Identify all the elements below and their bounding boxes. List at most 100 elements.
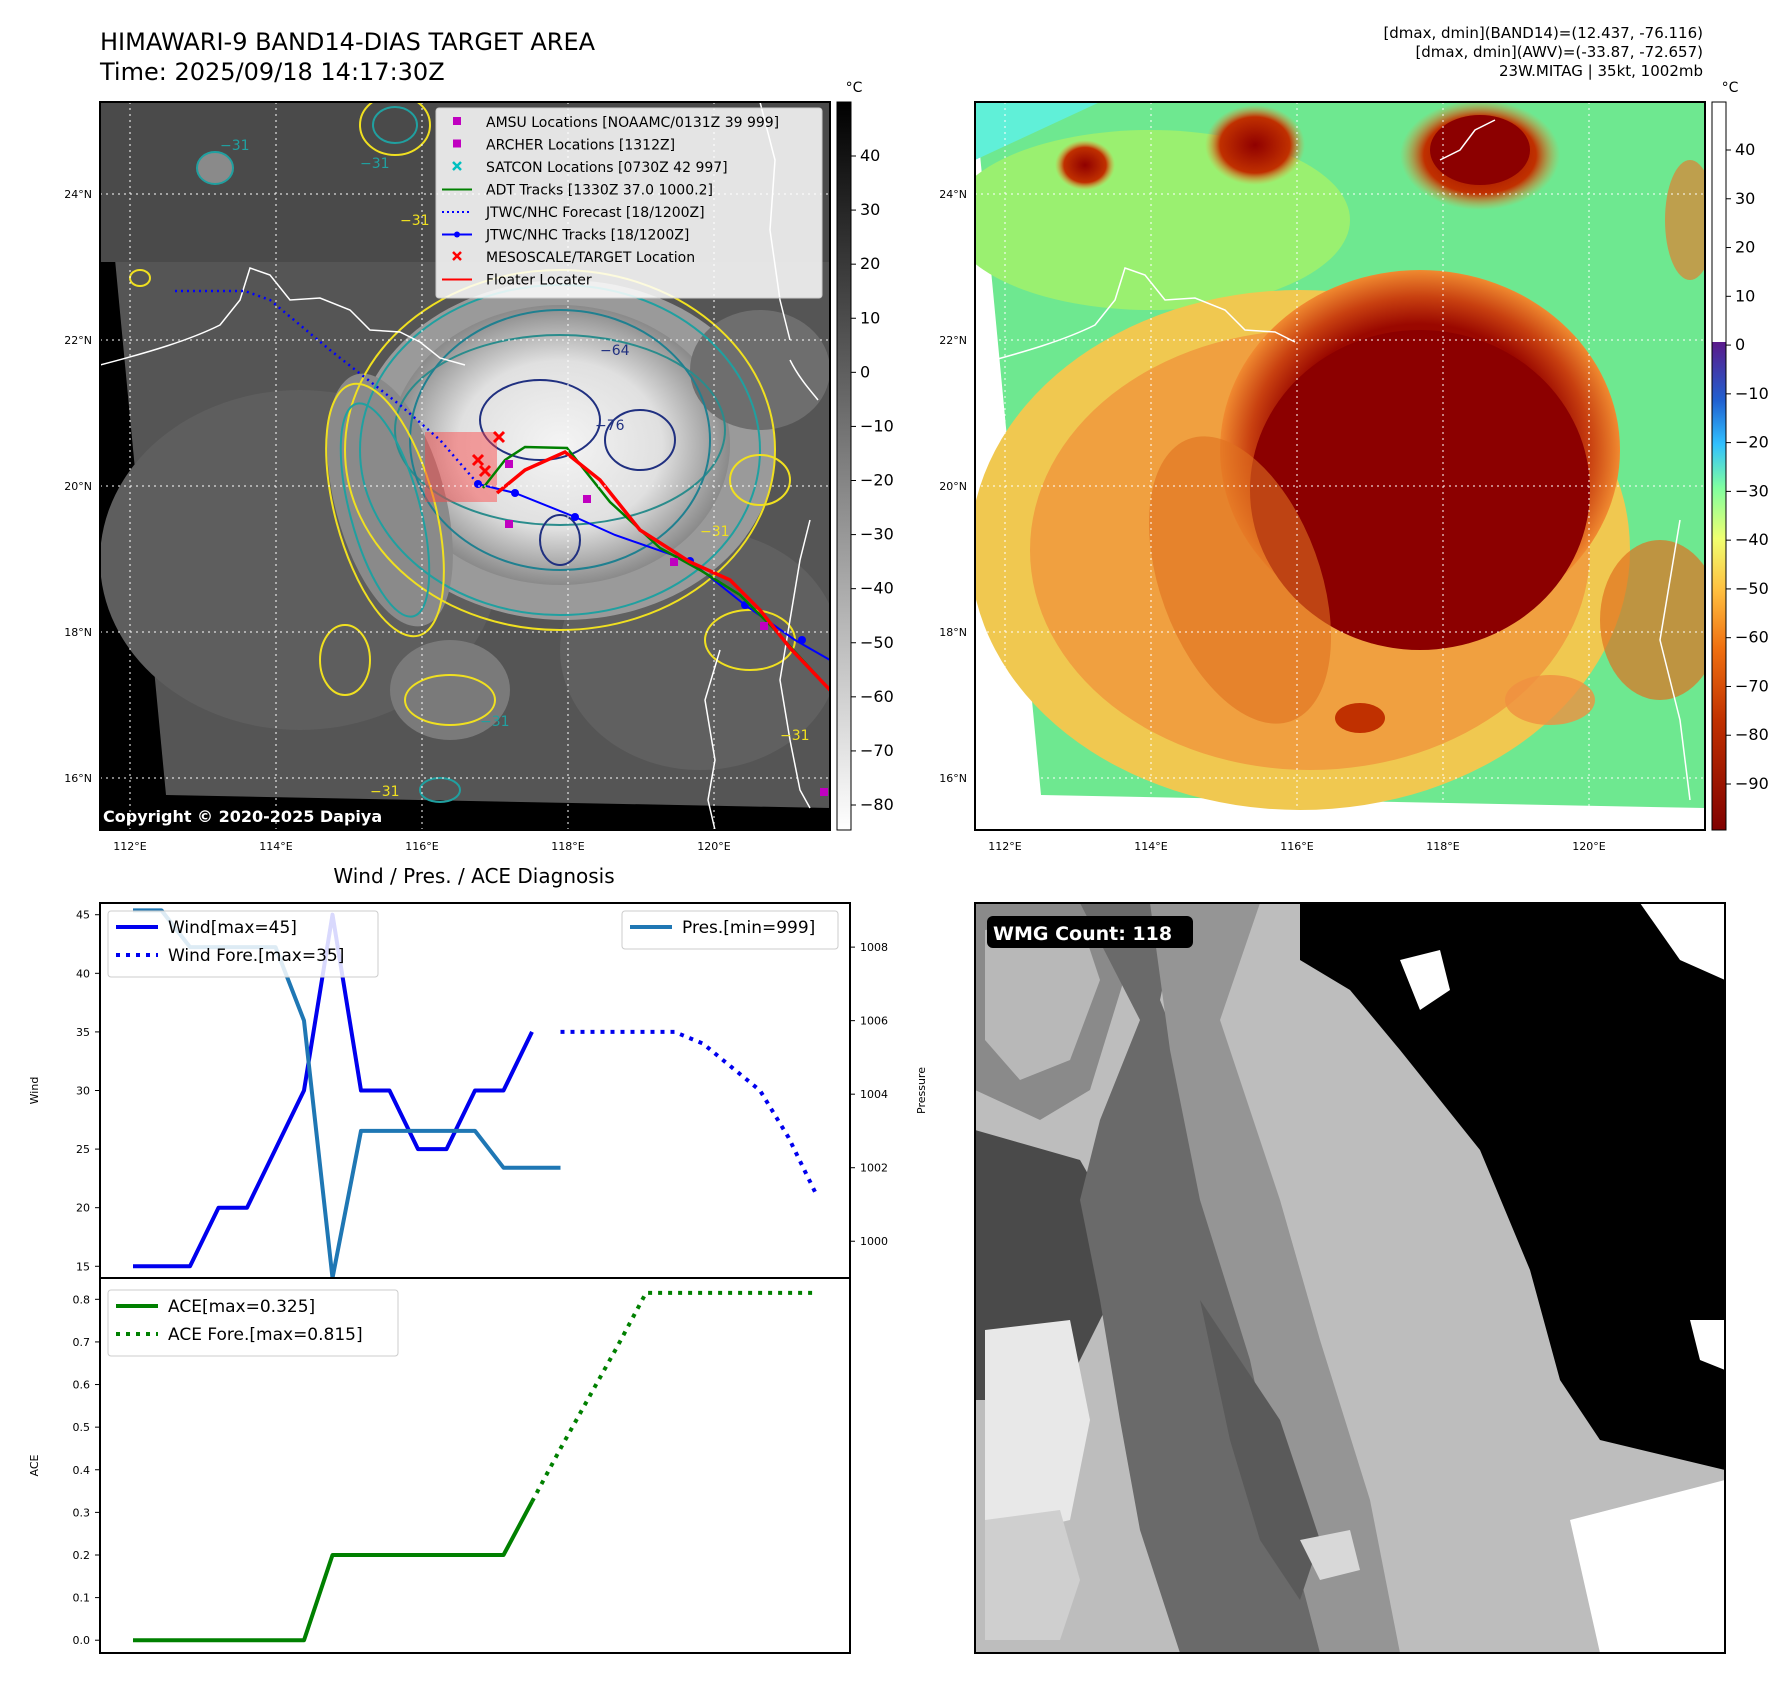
colorbar-tick-label: 30 [1735,189,1755,208]
y-tick-label: 0.5 [73,1421,91,1434]
legend-label: Wind Fore.[max=35] [168,946,344,966]
colorbar-tick-label: −40 [860,579,894,598]
y-tick-label: 0.1 [73,1592,91,1605]
awv-map-panel: 112°E 114°E 116°E 118°E 120°E 24°N 22°N … [939,80,1769,853]
svg-text:°C: °C [846,80,863,96]
legend-label: Wind[max=45] [168,918,297,938]
svg-text:120°E: 120°E [697,840,730,853]
svg-text:−31: −31 [360,156,390,172]
svg-text:−31: −31 [370,784,400,800]
chart-legend: Pres.[min=999] [621,910,839,950]
legend-label: ARCHER Locations [1312Z] [486,138,675,154]
contour-labels: −31 −31 −31 −64 −76 −31 −31 −31 −31 [220,138,810,800]
ir-map-frame [99,101,831,831]
y-tick-label: 20 [76,1202,90,1215]
svg-text:−31: −31 [480,714,510,730]
y-tick-label: 0.8 [73,1293,91,1306]
stats-band14: [dmax, dmin](BAND14)=(12.437, -76.116) [1383,24,1703,42]
stats-awv: [dmax, dmin](AWV)=(-33.87, -72.657) [1415,43,1703,61]
svg-text:−31: −31 [400,213,430,229]
floater-box [425,432,497,502]
y-tick-label: 0.4 [73,1464,91,1477]
legend-square-marker [453,139,461,148]
copyright-text: Copyright © 2020-2025 Dapiya [103,807,382,826]
target-markers [471,430,506,478]
y-axis-label: ACE [28,1454,41,1476]
svg-text:16°N: 16°N [64,772,92,785]
wmg-panel: WMG Count: 118 [974,902,1726,1654]
colorbar-tick-label: 40 [860,146,880,165]
series-line [133,1500,534,1643]
colorbar-tick-label: 40 [1735,140,1755,159]
y-tick-label: 35 [76,1026,90,1039]
legend-square-marker [453,117,461,125]
legend-item: ADT Tracks [1330Z 37.0 1000.2] [442,183,713,199]
legend-label: JTWC/NHC Forecast [18/1200Z] [485,205,705,221]
wind-pressure-chart: 15 20 25 30 35 40 45 1000 1002 1004 1006 1008 Wind Pr… [28,902,928,1280]
colorbar-tick-label: −10 [1735,384,1769,403]
awv-colorbar: °C 40 30 20 10 0 −10 −20 −30 −40 −50 −60 −70 −80 −90 [1711,80,1769,831]
svg-text:16°N: 16°N [939,772,967,785]
series-line [530,1290,817,1503]
awv-gridlines [975,102,1705,830]
y-tick-label: 0.7 [73,1336,91,1349]
y-tick-label: 0.2 [73,1549,91,1562]
colorbar-tick-label: 30 [860,200,880,219]
y-tick-label: 30 [76,1085,90,1098]
colorbar-tick-label: 0 [1735,335,1745,354]
colorbar-tick-label: −70 [860,741,894,760]
y2-tick-label: 1006 [860,1015,888,1028]
series-line [560,1029,819,1197]
legend-label: JTWC/NHC Tracks [18/1200Z] [485,228,689,244]
svg-text:22°N: 22°N [64,334,92,347]
legend-item: Floater Locater [442,273,592,289]
colorbar-tick-label: −50 [860,633,894,652]
svg-text:−31: −31 [780,728,810,744]
svg-text:24°N: 24°N [64,188,92,201]
y-tick-label: 15 [76,1260,90,1273]
y-tick-label: 0.0 [73,1634,91,1647]
svg-text:118°E: 118°E [551,840,584,853]
svg-text:114°E: 114°E [1134,840,1167,853]
y2-tick-label: 1004 [860,1088,888,1101]
legend-label: SATCON Locations [0730Z 42 997] [486,160,728,176]
ir-legend: AMSU Locations [NOAAMC/0131Z 39 999] ARCH… [435,107,823,299]
legend-label: Pres.[min=999] [682,918,815,938]
y2-axis-label: Pressure [915,1067,928,1114]
colorbar-tick-label: −10 [860,416,894,435]
wmg-count-badge [987,916,1193,948]
floater-track [495,449,830,692]
svg-text:116°E: 116°E [405,840,438,853]
colorbar-tick-label: −70 [1735,676,1769,695]
ir-lon-ticks: 112°E 114°E 116°E 118°E 120°E [113,840,730,853]
legend-label: ADT Tracks [1330Z 37.0 1000.2] [486,183,713,199]
y-tick-label: 0.3 [73,1506,91,1519]
colorbar-tick-label: 20 [1735,238,1755,257]
svg-text:120°E: 120°E [1572,840,1605,853]
jtwc-forecast-track [175,289,479,485]
colorbar-tick-label: −80 [860,795,894,814]
svg-text:112°E: 112°E [988,840,1021,853]
figure-time: Time: 2025/09/18 14:17:30Z [99,58,445,86]
colorbar-tick-label: 10 [860,308,880,327]
awv-lon-ticks: 112°E 114°E 116°E 118°E 120°E [988,840,1605,853]
jtwc-track [477,483,830,661]
ir-lat-ticks: 24°N 22°N 20°N 18°N 16°N [64,188,92,785]
svg-text:−31: −31 [700,524,730,540]
legend-item: SATCON Locations [0730Z 42 997] [452,160,728,176]
svg-text:−31: −31 [220,138,250,154]
legend-item: AMSU Locations [NOAAMC/0131Z 39 999] [453,115,779,131]
svg-text:114°E: 114°E [259,840,292,853]
awv-map-frame [974,101,1706,831]
colorbar-tick-label: −80 [1735,725,1769,744]
legend-label: MESOSCALE/TARGET Location [486,250,695,266]
svg-text:°C: °C [1722,80,1739,96]
colorbar-tick-label: −30 [860,525,894,544]
y2-tick-label: 1002 [860,1162,888,1175]
colorbar-tick-label: −60 [860,687,894,706]
svg-text:24°N: 24°N [939,188,967,201]
svg-text:116°E: 116°E [1280,840,1313,853]
y2-tick-label: 1000 [860,1235,888,1248]
stats-storm: 23W.MITAG | 35kt, 1002mb [1499,62,1703,80]
